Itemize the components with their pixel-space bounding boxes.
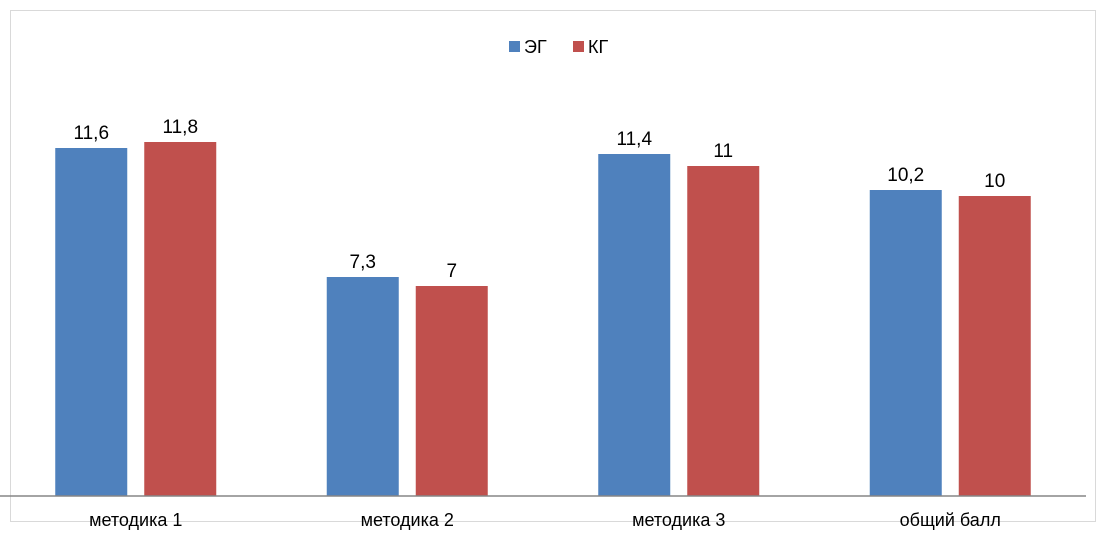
bar-eg-4 xyxy=(869,190,942,496)
data-label-kg-2: 7 xyxy=(446,261,457,282)
legend-label-eg: ЭГ xyxy=(524,37,547,57)
bar-eg-1 xyxy=(55,148,128,496)
x-tick-label-4: общий балл xyxy=(900,510,1001,530)
data-label-eg-1: 11,6 xyxy=(73,123,109,144)
bar-eg-3 xyxy=(598,154,671,496)
data-label-eg-2: 7,3 xyxy=(350,252,376,273)
x-tick-label-2: методика 2 xyxy=(361,510,454,530)
x-tick-label-1: методика 1 xyxy=(89,510,182,530)
data-label-kg-3: 11 xyxy=(713,141,733,162)
bars-group xyxy=(55,142,1031,496)
bar-eg-2 xyxy=(326,277,399,496)
x-tick-labels: методика 1 методика 2 методика 3 общий балл xyxy=(89,510,1001,530)
legend: ЭГ КГ xyxy=(509,37,608,57)
data-labels-group: 11,6 11,8 7,3 7 11,4 11 10,2 10 xyxy=(73,117,1005,282)
legend-swatch-eg xyxy=(509,41,520,52)
data-label-kg-1: 11,8 xyxy=(162,117,198,138)
bar-kg-2 xyxy=(415,286,488,496)
bar-kg-4 xyxy=(958,196,1031,496)
data-label-eg-3: 11,4 xyxy=(616,129,652,150)
data-label-kg-4: 10 xyxy=(984,171,1005,192)
x-tick-label-3: методика 3 xyxy=(632,510,725,530)
legend-label-kg: КГ xyxy=(588,37,608,57)
data-label-eg-4: 10,2 xyxy=(887,165,924,186)
bar-kg-3 xyxy=(687,166,760,496)
legend-swatch-kg xyxy=(573,41,584,52)
bar-kg-1 xyxy=(144,142,217,496)
